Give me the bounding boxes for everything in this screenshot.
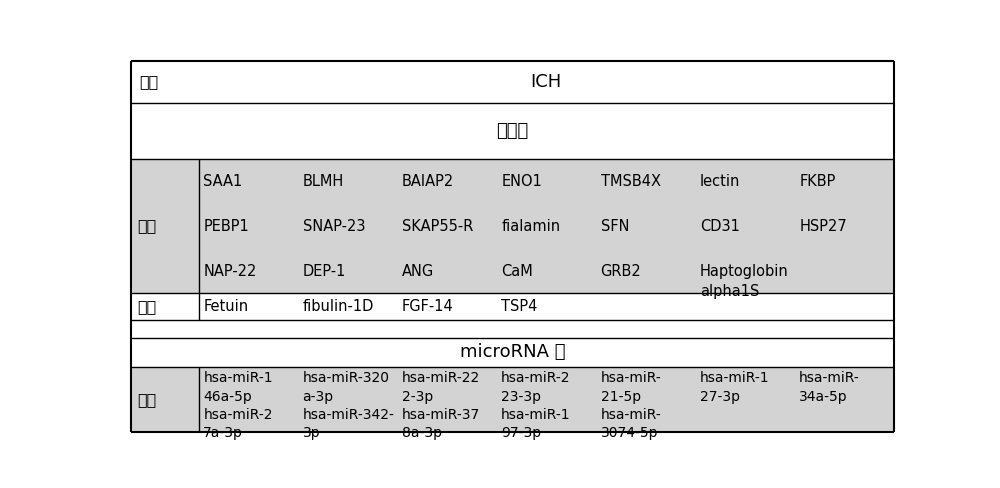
Text: Fetuin: Fetuin (203, 299, 248, 314)
Text: fialamin: fialamin (501, 219, 560, 234)
Text: hsa-miR-
21-5p
hsa-miR-
3074-5p: hsa-miR- 21-5p hsa-miR- 3074-5p (601, 371, 661, 440)
Text: hsa-miR-320
a-3p
hsa-miR-342-
3p: hsa-miR-320 a-3p hsa-miR-342- 3p (303, 371, 394, 440)
Text: 蛋白组: 蛋白组 (496, 122, 529, 140)
Text: TSP4: TSP4 (501, 299, 538, 314)
Text: hsa-miR-
34a-5p: hsa-miR- 34a-5p (799, 371, 860, 404)
Bar (131, 338, 894, 366)
Text: CaM: CaM (501, 264, 533, 279)
Text: hsa-miR-2
23-3p
hsa-miR-1
97-3p: hsa-miR-2 23-3p hsa-miR-1 97-3p (501, 371, 571, 440)
Bar (131, 159, 894, 293)
Text: FKBP: FKBP (799, 174, 836, 189)
Bar (131, 293, 894, 320)
Text: 上调: 上调 (137, 219, 157, 234)
Text: ANG: ANG (402, 264, 434, 279)
Text: FGF-14: FGF-14 (402, 299, 454, 314)
Bar (131, 366, 894, 432)
Bar (131, 103, 894, 159)
Text: 下调: 下调 (137, 299, 157, 314)
Text: SAA1: SAA1 (203, 174, 243, 189)
Text: Haptoglobin
alpha1S: Haptoglobin alpha1S (700, 264, 789, 299)
Text: ICH: ICH (531, 73, 562, 91)
Bar (131, 61, 894, 103)
Text: TMSB4X: TMSB4X (601, 174, 661, 189)
Text: NAP-22: NAP-22 (203, 264, 257, 279)
Text: SFN: SFN (601, 219, 629, 234)
Text: hsa-miR-1
46a-5p
hsa-miR-2
7a-3p: hsa-miR-1 46a-5p hsa-miR-2 7a-3p (203, 371, 273, 440)
Text: microRNA 组: microRNA 组 (460, 344, 565, 361)
Text: CD31: CD31 (700, 219, 740, 234)
Text: DEP-1: DEP-1 (303, 264, 346, 279)
Text: BLMH: BLMH (303, 174, 344, 189)
Text: ENO1: ENO1 (501, 174, 542, 189)
Text: PEBP1: PEBP1 (203, 219, 249, 234)
Text: hsa-miR-1
27-3p: hsa-miR-1 27-3p (700, 371, 769, 404)
Text: hsa-miR-22
2-3p
hsa-miR-37
8a-3p: hsa-miR-22 2-3p hsa-miR-37 8a-3p (402, 371, 480, 440)
Text: HSP27: HSP27 (799, 219, 847, 234)
Text: SKAP55-R: SKAP55-R (402, 219, 473, 234)
Text: BAIAP2: BAIAP2 (402, 174, 454, 189)
Text: GRB2: GRB2 (601, 264, 641, 279)
Text: 上调: 上调 (137, 392, 157, 407)
Text: lectin: lectin (700, 174, 740, 189)
Text: 疾病: 疾病 (139, 75, 158, 89)
Text: fibulin-1D: fibulin-1D (303, 299, 374, 314)
Text: SNAP-23: SNAP-23 (303, 219, 365, 234)
Bar (131, 320, 894, 338)
